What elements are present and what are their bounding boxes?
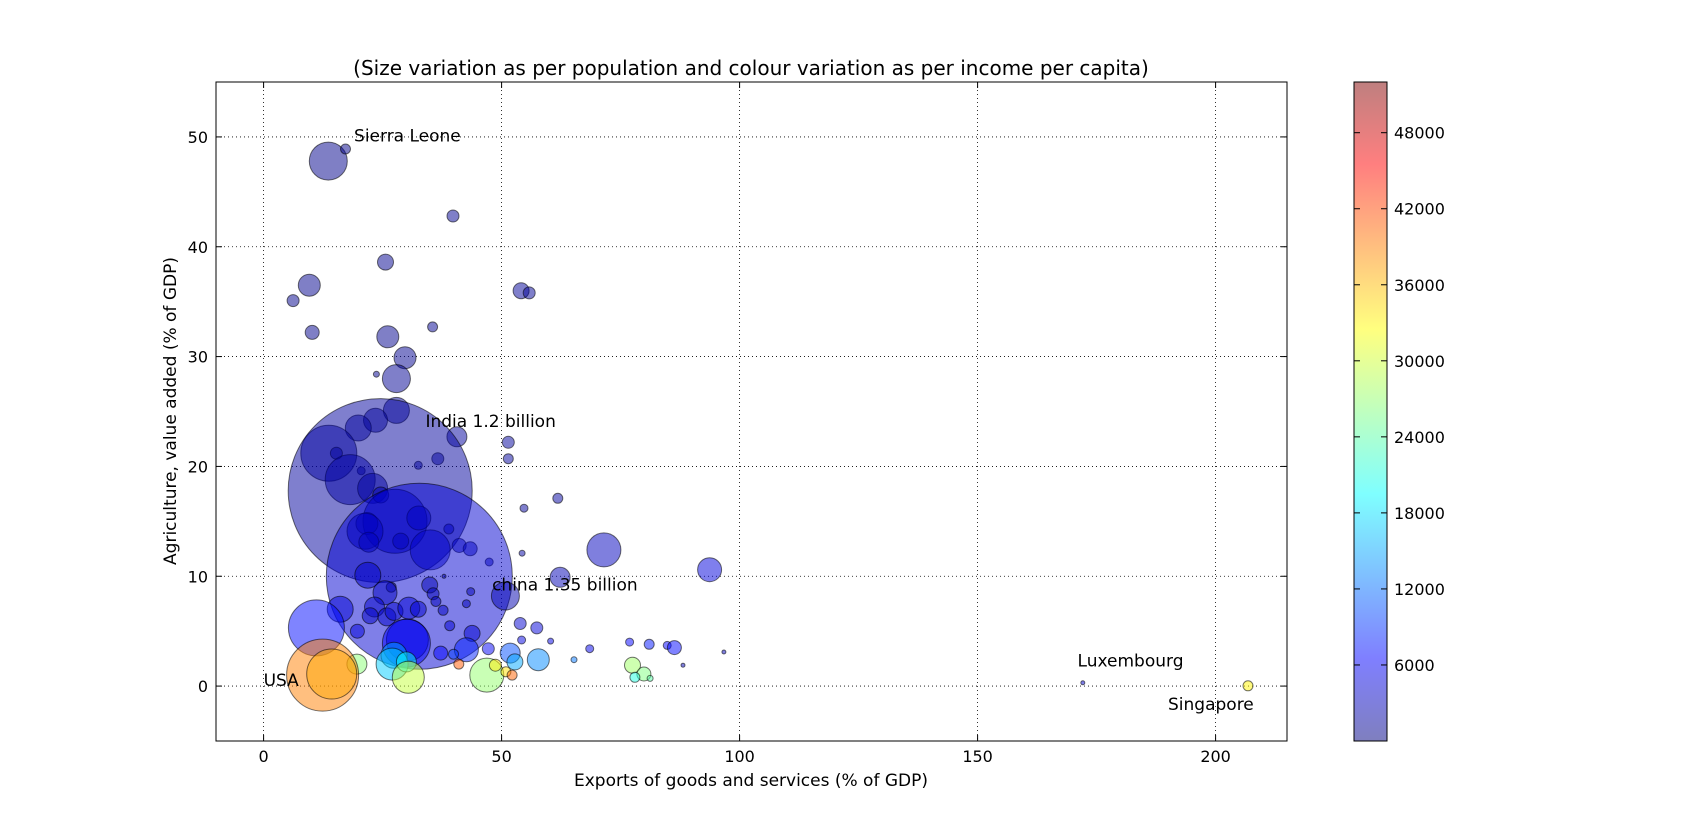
x-tick-label: 50 (491, 747, 511, 766)
scatter-point (446, 209, 460, 223)
annotation-label: Singapore (1168, 695, 1254, 715)
scatter-point (1242, 680, 1254, 692)
scatter-point (377, 253, 394, 271)
scatter-point (306, 648, 358, 700)
scatter-point (466, 587, 476, 597)
scatter-point (297, 273, 321, 297)
y-axis-label: Agriculture, value added (% of GDP) (161, 257, 181, 565)
annotation-label: India 1.2 billion (425, 412, 555, 432)
chart-title: (Size variation as per population and co… (353, 56, 1149, 80)
colorbar-frame (1353, 81, 1388, 742)
scatter-point (526, 648, 550, 672)
scatter-point (391, 660, 425, 694)
annotations: Sierra Leone India 1.2 billion china 1.35 … (264, 126, 1254, 715)
scatter-point (506, 653, 524, 671)
colorbar-tick-label: 24000 (1394, 428, 1445, 447)
scatter-point (490, 581, 520, 611)
data-points (286, 141, 1254, 712)
scatter-point (444, 620, 456, 632)
scatter-point (522, 286, 536, 300)
x-tick-label: 0 (259, 747, 269, 766)
scatter-point (453, 658, 465, 670)
colorbar-tick-label: 6000 (1394, 656, 1435, 675)
scatter-point (308, 141, 348, 181)
scatter-point (461, 599, 471, 609)
scatter-point (502, 453, 514, 465)
scatter-point (381, 364, 411, 394)
scatter-point (506, 669, 518, 681)
scatter-point (530, 621, 544, 635)
scatter-point (518, 549, 526, 557)
colorbar-tick-label: 48000 (1394, 124, 1445, 143)
colorbar-tick-label: 12000 (1394, 580, 1445, 599)
colorbar-tick-label: 36000 (1394, 276, 1445, 295)
scatter-point (354, 561, 382, 589)
scatter-point (441, 573, 447, 579)
y-tick-label: 40 (188, 238, 208, 257)
colorbar: 6000 12000 18000 24000 30000 36000 42000 48000 (1353, 81, 1445, 742)
scatter-point (680, 662, 686, 668)
scatter-point (372, 370, 380, 378)
scatter-point (585, 644, 595, 654)
y-tick-label: 10 (188, 567, 208, 586)
colorbar-tick-label: 42000 (1394, 200, 1445, 219)
scatter-point (437, 604, 449, 616)
annotation-label: Sierra Leone (354, 126, 461, 146)
colorbar-gradient (1354, 82, 1387, 741)
annotation-label: USA (264, 671, 300, 691)
scatter-point (697, 557, 723, 583)
scatter-point (453, 637, 479, 663)
scatter-point (349, 623, 365, 639)
scatter-point (721, 649, 727, 655)
scatter-point (448, 648, 459, 660)
scatter-point (433, 645, 449, 661)
scatter-point (646, 674, 654, 682)
scatter-point (286, 294, 300, 308)
scatter-point (549, 566, 571, 588)
scatter-point (519, 503, 529, 513)
y-tick-label: 30 (188, 348, 208, 367)
scatter-point (304, 324, 320, 340)
scatter-point (570, 656, 578, 664)
axis-ticks: 0 50 100 150 200 0 10 20 30 40 50 (188, 82, 1287, 766)
annotation-label: Luxembourg (1078, 651, 1184, 671)
scatter-point (625, 637, 635, 647)
scatter-point (488, 658, 502, 672)
y-tick-label: 20 (188, 457, 208, 476)
colorbar-tick-label: 30000 (1394, 352, 1445, 371)
x-tick-label: 150 (962, 747, 993, 766)
scatter-point (361, 607, 379, 625)
scatter-point (552, 492, 564, 504)
scatter-point (517, 635, 527, 645)
grid-lines (216, 82, 1287, 741)
scatter-point (481, 642, 495, 656)
scatter-point (376, 325, 400, 349)
x-axis-label: Exports of goods and services (% of GDP) (574, 771, 928, 791)
scatter-point (409, 600, 427, 618)
scatter-point (430, 596, 442, 607)
scatter-point (1080, 680, 1086, 686)
plot-area: 0 50 100 150 200 0 10 20 30 40 50 Sierra Leone Indi… (188, 81, 1288, 766)
scatter-point (586, 532, 622, 568)
scatter-point (643, 638, 655, 650)
scatter-point (513, 617, 527, 630)
scatter-point (427, 321, 439, 333)
scatter-point (666, 640, 682, 656)
scatter-point (340, 143, 351, 155)
colorbar-tick-label: 18000 (1394, 504, 1445, 523)
y-tick-label: 0 (198, 677, 208, 696)
x-tick-label: 100 (724, 747, 755, 766)
scatter-point (629, 671, 641, 683)
colorbar-ticks: 6000 12000 18000 24000 30000 36000 42000 48000 (1354, 124, 1445, 675)
x-tick-label: 200 (1200, 747, 1231, 766)
annotation-label: china 1.35 billion (492, 576, 638, 596)
scatter-point (547, 637, 555, 645)
scatter-point (501, 435, 515, 449)
plot-frame (215, 81, 1288, 742)
y-tick-label: 50 (188, 128, 208, 147)
